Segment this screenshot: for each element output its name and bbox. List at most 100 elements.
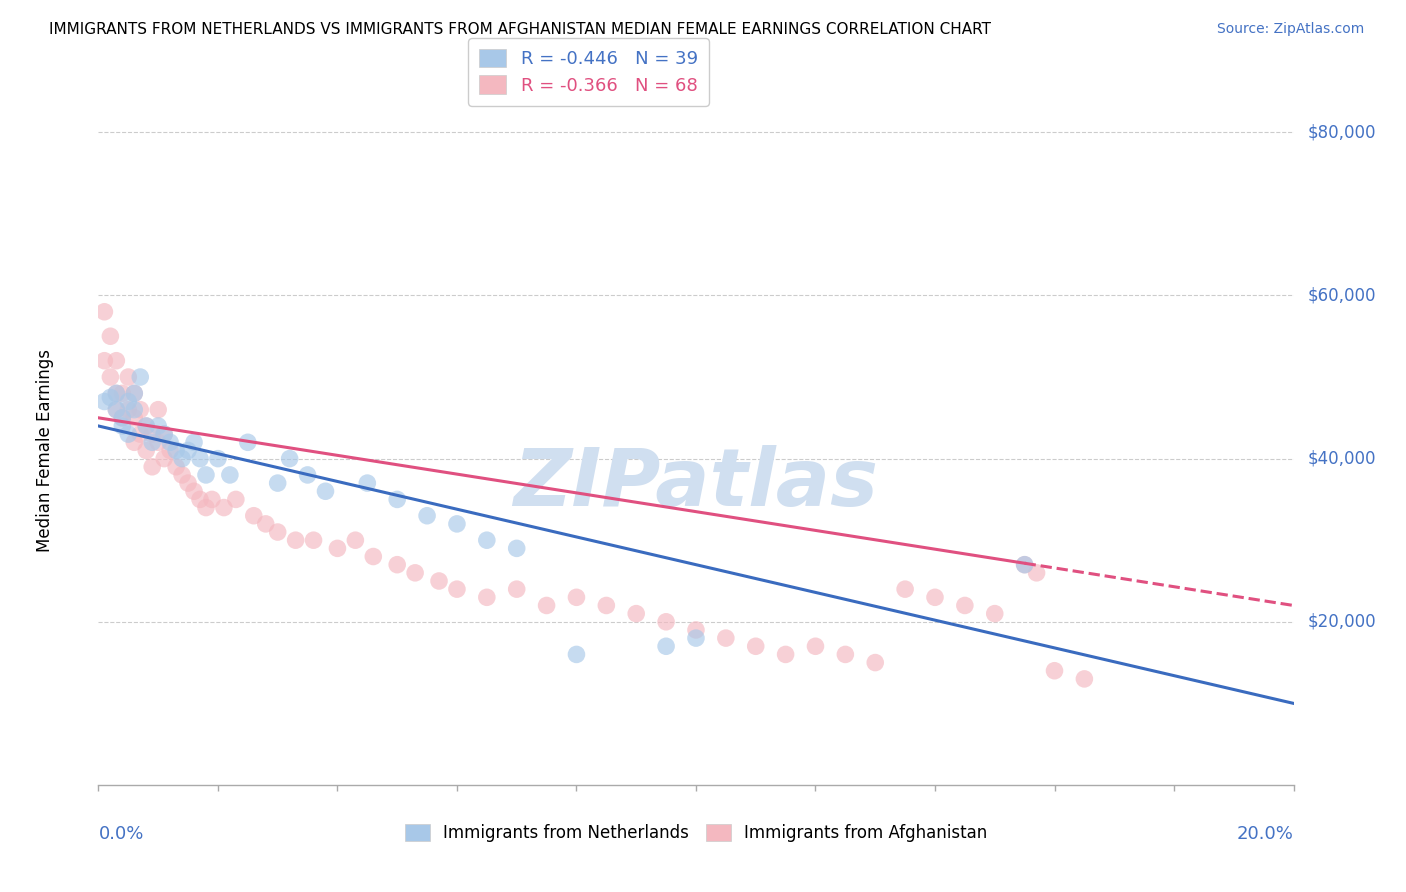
Point: [475, 533, 498, 548]
Point: [219, 467, 242, 482]
Point: [135, 443, 157, 458]
Point: [804, 640, 827, 654]
Point: [894, 582, 917, 596]
Point: [326, 541, 349, 556]
Point: [1043, 664, 1066, 678]
Point: [446, 516, 468, 531]
Point: [117, 402, 139, 417]
Point: [536, 599, 558, 613]
Point: [183, 484, 205, 499]
Text: $20,000: $20,000: [1308, 613, 1376, 631]
Point: [1073, 672, 1095, 686]
Point: [745, 640, 768, 654]
Point: [141, 427, 163, 442]
Point: [924, 591, 946, 605]
Point: [565, 648, 588, 662]
Point: [105, 386, 128, 401]
Point: [315, 484, 337, 499]
Point: [212, 500, 235, 515]
Point: [188, 451, 211, 466]
Point: [225, 492, 247, 507]
Point: [356, 476, 378, 491]
Point: [984, 607, 1007, 621]
Point: [148, 419, 170, 434]
Point: [201, 492, 224, 507]
Point: [98, 370, 122, 384]
Point: [111, 419, 134, 434]
Point: [416, 508, 439, 523]
Legend: Immigrants from Netherlands, Immigrants from Afghanistan: Immigrants from Netherlands, Immigrants …: [396, 815, 995, 850]
Point: [626, 607, 648, 621]
Point: [148, 435, 170, 450]
Point: [111, 386, 134, 401]
Point: [124, 410, 146, 425]
Point: [506, 541, 529, 556]
Point: [284, 533, 307, 548]
Point: [165, 443, 187, 458]
Point: [93, 394, 115, 409]
Point: [1025, 566, 1047, 580]
Point: [195, 500, 218, 515]
Point: [117, 370, 139, 384]
Point: [363, 549, 385, 564]
Point: [93, 305, 115, 319]
Point: [254, 516, 277, 531]
Point: [236, 435, 259, 450]
Point: [148, 402, 170, 417]
Point: [385, 492, 409, 507]
Point: [775, 648, 797, 662]
Point: [278, 451, 301, 466]
Point: [135, 419, 157, 434]
Text: ZIPatlas: ZIPatlas: [513, 445, 879, 523]
Point: [124, 386, 146, 401]
Point: [685, 623, 707, 637]
Point: [302, 533, 325, 548]
Text: 0.0%: 0.0%: [98, 825, 143, 843]
Point: [124, 435, 146, 450]
Text: $60,000: $60,000: [1308, 286, 1376, 304]
Point: [105, 402, 128, 417]
Point: [135, 419, 157, 434]
Point: [172, 467, 194, 482]
Point: [404, 566, 426, 580]
Point: [105, 353, 128, 368]
Text: 20.0%: 20.0%: [1237, 825, 1294, 843]
Point: [267, 476, 290, 491]
Text: $80,000: $80,000: [1308, 123, 1376, 141]
Point: [188, 492, 211, 507]
Point: [129, 402, 152, 417]
Point: [475, 591, 498, 605]
Point: [297, 467, 319, 482]
Point: [141, 435, 163, 450]
Point: [98, 329, 122, 343]
Point: [159, 435, 181, 450]
Point: [655, 640, 678, 654]
Point: [714, 631, 737, 645]
Point: [124, 386, 146, 401]
Point: [124, 402, 146, 417]
Point: [427, 574, 450, 588]
Point: [93, 353, 115, 368]
Point: [267, 524, 290, 539]
Point: [105, 402, 128, 417]
Point: [117, 394, 139, 409]
Point: [243, 508, 266, 523]
Point: [953, 599, 976, 613]
Point: [153, 427, 176, 442]
Point: [183, 435, 205, 450]
Point: [506, 582, 529, 596]
Point: [111, 410, 134, 425]
Point: [129, 427, 152, 442]
Point: [446, 582, 468, 596]
Point: [207, 451, 229, 466]
Point: [129, 370, 152, 384]
Point: [595, 599, 617, 613]
Text: Source: ZipAtlas.com: Source: ZipAtlas.com: [1216, 22, 1364, 37]
Text: Median Female Earnings: Median Female Earnings: [35, 349, 53, 552]
Point: [177, 476, 200, 491]
Point: [195, 467, 218, 482]
Point: [834, 648, 856, 662]
Point: [655, 615, 678, 629]
Point: [177, 443, 200, 458]
Text: IMMIGRANTS FROM NETHERLANDS VS IMMIGRANTS FROM AFGHANISTAN MEDIAN FEMALE EARNING: IMMIGRANTS FROM NETHERLANDS VS IMMIGRANT…: [49, 22, 991, 37]
